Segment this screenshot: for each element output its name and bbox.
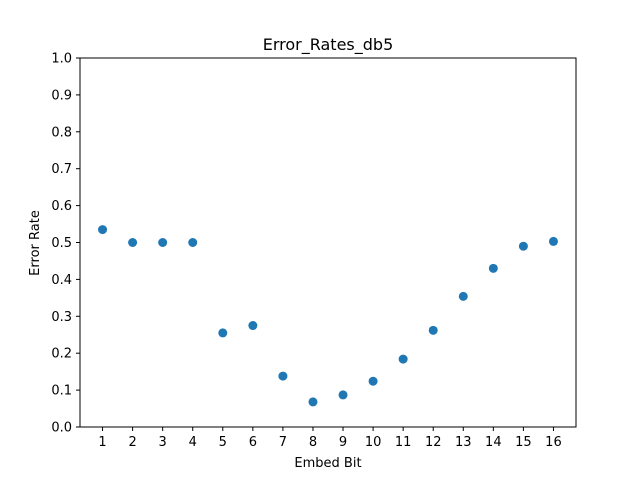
data-point [518,241,528,251]
data-point [278,371,288,381]
y-tick-label: 0.5 [51,236,72,251]
x-tick-label: 5 [219,435,227,450]
plot-frame [79,57,577,428]
x-tick-label: 2 [128,435,136,450]
x-tick-label: 12 [425,435,442,450]
data-point [308,397,318,407]
x-tick-label: 4 [189,435,197,450]
y-tick-label: 0.6 [51,199,72,214]
y-axis-label: Error Rate [28,210,43,276]
data-point [188,238,198,247]
data-point [458,291,468,301]
data-point [128,238,138,247]
x-tick-label: 13 [455,435,472,450]
y-tick-label: 0.9 [51,88,72,103]
y-tick-label: 0.3 [51,310,72,325]
x-tick-label: 1 [98,435,106,450]
y-tick-label: 1.0 [51,52,72,67]
data-point [548,236,558,246]
x-tick-label: 16 [545,435,562,450]
data-point [218,328,228,338]
data-point [398,354,408,364]
x-tick-label: 3 [159,435,167,450]
x-tick-label: 15 [515,435,532,450]
x-tick-label: 6 [249,435,257,450]
x-tick-label: 14 [485,435,502,450]
y-tick-label: 0.2 [51,347,72,362]
y-tick-label: 0.1 [51,384,72,399]
chart-title: Error_Rates_db5 [263,35,394,55]
y-axis-ticks: 0.0 0.1 0.2 0.3 0.4 0.5 0.6 0.7 0.8 0.9 1.0 [51,52,80,436]
data-point [338,390,348,400]
y-tick-label: 0.7 [51,162,72,177]
x-tick-label: 7 [279,435,287,450]
data-points [98,225,558,407]
x-axis-ticks: 1 2 3 4 5 6 7 8 9 10 11 12 13 14 15 16 [98,427,562,450]
y-tick-label: 0.0 [51,421,72,436]
data-point [428,325,438,335]
data-point [248,321,258,331]
data-point [488,263,498,273]
x-tick-label: 8 [309,435,317,450]
x-tick-label: 9 [339,435,347,450]
data-point [368,376,378,386]
x-tick-label: 10 [365,435,382,450]
y-tick-label: 0.8 [51,125,72,140]
x-tick-label: 11 [395,435,412,450]
y-tick-label: 0.4 [51,273,72,288]
data-point [158,238,168,247]
data-point [98,225,108,235]
x-axis-label: Embed Bit [294,456,361,471]
